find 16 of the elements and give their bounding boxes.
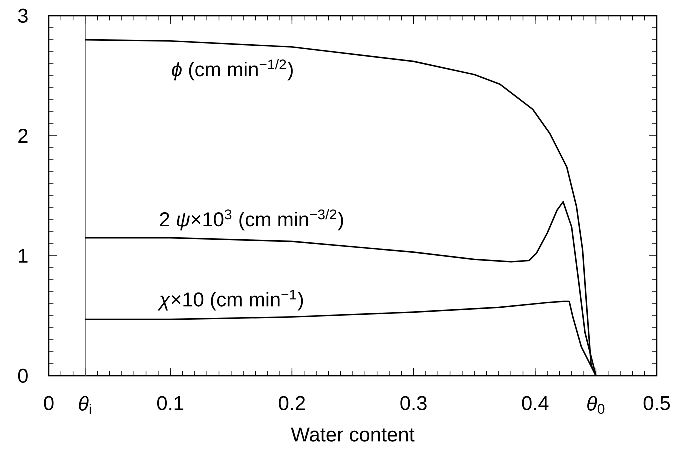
y-tick-label: 0 <box>18 368 28 384</box>
x-tick-label: 0.5 <box>644 396 670 410</box>
y-tick-label: 1 <box>19 249 28 263</box>
x-tick-label: 0.3 <box>400 396 427 410</box>
series-label: ϕ (cm min$^{−1/2}$) <box>172 59 293 81</box>
series-label: χ×10 (cm min$^{−1}$) <box>158 290 304 311</box>
x-tick-label: 0.2 <box>279 396 306 410</box>
x-tick-label: 0.1 <box>157 396 184 410</box>
series-label: 2 ψ×10$^{3}$ (cm min$^{−3/2}$) <box>160 209 344 231</box>
x-axis-title: Water content <box>291 428 415 442</box>
x-tick-label: θ$_{i}$ <box>79 396 92 414</box>
x-tick-label: 0 <box>44 396 54 410</box>
x-tick-label: θ$_{0}$ <box>588 396 605 414</box>
y-tick-label: 3 <box>18 8 28 24</box>
x-tick-label: 0.4 <box>522 396 549 410</box>
y-tick-label: 2 <box>18 129 28 143</box>
